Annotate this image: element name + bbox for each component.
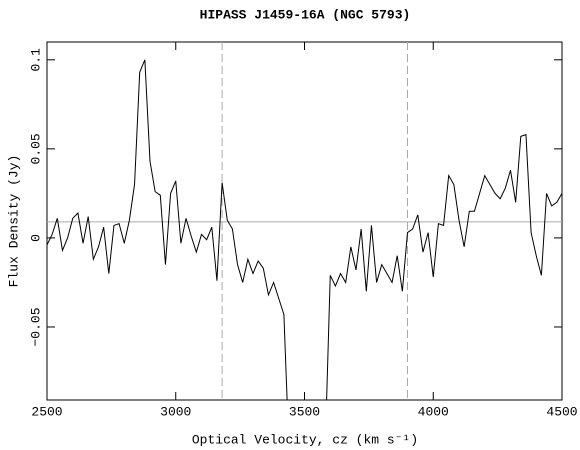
y-tick-label: 0.05: [28, 133, 43, 164]
x-tick-label: 3000: [160, 404, 191, 419]
plot-frame: [46, 41, 563, 401]
y-axis-label: Flux Density (Jy): [6, 155, 21, 288]
x-tick-label: 4000: [418, 404, 449, 419]
x-tick-label: 4500: [546, 404, 577, 419]
x-tick-label: 2500: [31, 404, 62, 419]
x-axis-label: Optical Velocity, cz (km s⁻¹): [192, 432, 418, 447]
y-tick-label: 0: [28, 234, 43, 242]
y-tick-label: −0.05: [28, 307, 43, 346]
spectrum-line: [47, 59, 562, 400]
x-tick-label: 3500: [289, 404, 320, 419]
chart-title: HIPASS J1459-16A (NGC 5793): [200, 7, 411, 22]
y-tick-label: 0.1: [28, 48, 43, 72]
